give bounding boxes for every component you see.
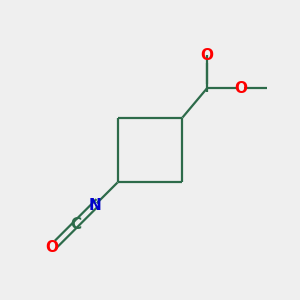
Text: O: O [234,81,247,96]
Text: N: N [88,198,101,213]
Text: O: O [46,240,59,255]
Text: C: C [70,217,82,232]
Text: O: O [200,47,214,62]
